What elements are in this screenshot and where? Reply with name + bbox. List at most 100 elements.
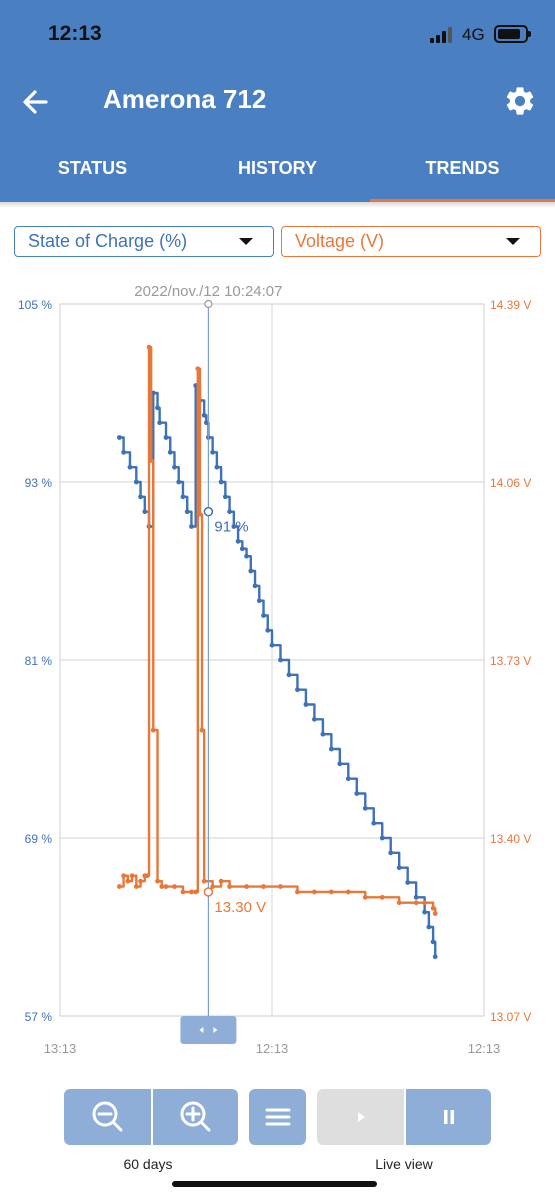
data-point (413, 894, 419, 900)
right-tick-label: 14.06 V (490, 476, 531, 490)
data-point (144, 873, 150, 879)
left-tick-label: 93 % (25, 476, 53, 490)
arrow-left-icon (23, 90, 48, 114)
scrubber-handle (180, 1016, 237, 1044)
data-point (362, 894, 368, 900)
data-point (396, 900, 402, 906)
data-point (218, 878, 224, 884)
data-point (269, 642, 275, 648)
scrubber-handle-icon[interactable] (180, 1016, 237, 1044)
right-series-select[interactable]: Voltage (V) (281, 226, 541, 257)
data-point (379, 835, 385, 841)
network-type: 4G (462, 25, 485, 44)
data-point (379, 894, 385, 900)
data-point (405, 880, 411, 885)
left-series-select[interactable]: State of Charge (%) (14, 226, 274, 257)
cursor-soc-value: 91 % (214, 519, 248, 536)
app-header (0, 0, 555, 202)
back-button[interactable] (18, 84, 54, 120)
left-tick-label: 105 % (18, 298, 52, 312)
pause-button[interactable] (404, 1089, 491, 1145)
data-point (155, 405, 160, 411)
tab-bar: STATUS HISTORY TRENDS (0, 148, 555, 202)
chevron-down-icon (506, 238, 520, 245)
battery-icon (494, 25, 531, 43)
data-point (195, 366, 201, 372)
data-point (227, 509, 233, 515)
x-tick-label: 13:13 (44, 1041, 77, 1056)
menu-button[interactable] (249, 1089, 306, 1145)
data-point (413, 900, 419, 906)
play-button[interactable] (317, 1089, 404, 1145)
data-point (278, 657, 283, 663)
status-bar: 12:13 4G (0, 0, 555, 70)
data-point (295, 687, 300, 693)
data-point (261, 884, 266, 889)
data-point (337, 761, 343, 767)
data-point (180, 494, 186, 500)
right-tick-label: 13.73 V (490, 654, 531, 668)
data-point (138, 878, 143, 884)
zoom-in-icon (180, 1101, 210, 1132)
data-point (312, 716, 317, 722)
data-point (142, 509, 148, 515)
data-point (155, 878, 160, 884)
right-tick-label: 13.07 V (490, 1010, 531, 1024)
left-tick-label: 57 % (25, 1010, 53, 1024)
data-point (148, 458, 154, 463)
data-point (227, 884, 233, 889)
data-point (210, 449, 216, 455)
data-point (222, 494, 228, 500)
zoom-in-button[interactable] (151, 1089, 238, 1145)
data-point (328, 746, 334, 752)
tab-history[interactable]: HISTORY (237, 158, 317, 178)
data-point (388, 850, 394, 856)
data-point (320, 731, 326, 737)
cursor-soc-marker (203, 506, 214, 517)
right-tick-label: 13.40 V (490, 832, 531, 846)
data-point (127, 464, 133, 470)
data-point (426, 924, 432, 930)
trend-chart[interactable]: 2022/nov./12 10:24:07 91 % 13.30 V 105 % 14… (0, 270, 555, 1060)
data-point (231, 524, 237, 529)
data-point (199, 727, 205, 733)
page-title: Amerona 712 (103, 84, 267, 114)
settings-button[interactable] (503, 84, 537, 118)
data-point (278, 884, 283, 889)
tab-status[interactable]: STATUS (57, 158, 128, 178)
data-point (116, 884, 122, 889)
x-tick-label: 12:13 (468, 1041, 501, 1056)
gear-icon (506, 87, 534, 115)
left-tick-label: 69 % (25, 832, 53, 846)
data-point (189, 524, 194, 529)
data-point (422, 909, 428, 915)
data-point (303, 702, 309, 707)
signal-icon (430, 27, 456, 43)
tab-trends[interactable]: TRENDS (370, 148, 555, 202)
data-point (197, 511, 203, 517)
data-point (184, 509, 190, 515)
data-point (354, 791, 360, 796)
data-point (256, 598, 262, 604)
data-point (432, 954, 438, 960)
data-point (218, 479, 224, 485)
data-point (180, 889, 186, 895)
data-point (430, 905, 436, 911)
left-series-select-value: State of Charge (%) (28, 231, 188, 251)
data-point (167, 449, 173, 455)
data-point (312, 889, 317, 895)
data-point (328, 889, 334, 895)
data-point (422, 900, 428, 906)
data-point (150, 727, 156, 733)
data-point (121, 449, 126, 455)
cursor-timestamp: 2022/nov./12 10:24:07 (134, 283, 282, 300)
zoom-out-button[interactable] (64, 1089, 151, 1145)
data-point (362, 805, 368, 811)
data-point (129, 873, 135, 879)
zoom-range-label: 60 days (123, 1156, 173, 1172)
data-point (371, 820, 377, 826)
data-point (172, 884, 177, 889)
cursor-voltage-marker (203, 887, 214, 897)
data-point (189, 889, 194, 895)
pause-icon (443, 1110, 454, 1124)
